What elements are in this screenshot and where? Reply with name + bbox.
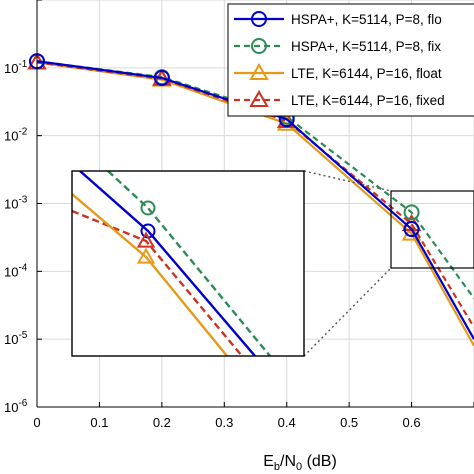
- legend-label: HSPA+, K=5114, P=8, flo: [291, 12, 442, 27]
- x-tick-label: 0.5: [340, 415, 358, 430]
- zoom-connector: [303, 267, 392, 357]
- inset-line: [79, 171, 256, 356]
- tick-labels: 0 0.1 0.2 0.3 0.4 0.5 0.6 10-1 10-2 10-3 10-4 10-5 1…: [4, 59, 421, 430]
- legend-label: LTE, K=6144, P=16, float: [291, 66, 442, 81]
- data-point-marker: [401, 223, 422, 241]
- x-tick-label: 0.4: [278, 415, 296, 430]
- x-tick-label: 0.1: [90, 415, 108, 430]
- zoom-indicator: [303, 170, 474, 357]
- data-point-marker: [403, 204, 420, 221]
- legend-box: [227, 3, 474, 117]
- data-point-marker: [153, 69, 170, 86]
- legend-label: HSPA+, K=5114, P=8, fix: [291, 39, 441, 54]
- y-tick-label: 10-4: [4, 262, 28, 279]
- data-point-marker: [140, 200, 156, 216]
- series-lines: [27, 52, 474, 347]
- plot-frame: [36, 0, 474, 408]
- inset-lines: [72, 171, 271, 356]
- legend: HSPA+, K=5114, P=8, flo HSPA+, K=5114, P=…: [227, 3, 474, 117]
- data-point-marker: [249, 62, 269, 81]
- data-point-marker: [136, 247, 156, 264]
- inset-line: [72, 193, 228, 356]
- y-tick-label: 10-2: [4, 127, 28, 144]
- x-tick-label: 0.2: [153, 415, 171, 430]
- y-tick-label: 10-5: [4, 330, 28, 347]
- x-tick-label: 0.6: [403, 415, 421, 430]
- data-point-marker: [136, 231, 156, 248]
- inset-plot: [71, 170, 305, 357]
- x-tick-label: 0: [33, 415, 40, 430]
- inset-line: [107, 171, 271, 356]
- y-tick-label: 10-6: [4, 398, 28, 415]
- inset-background: [72, 171, 304, 356]
- data-point-marker: [403, 221, 420, 238]
- inset-frame: [71, 170, 305, 357]
- inset-line: [72, 209, 243, 356]
- x-axis-label: Eb/N0 (dB): [263, 453, 337, 473]
- zoom-box: [390, 190, 474, 269]
- y-tick-label: 10-1: [4, 59, 28, 76]
- series-line: [36, 60, 474, 340]
- legend-label: LTE, K=6144, P=16, fixed: [291, 93, 445, 108]
- data-point-marker: [251, 11, 267, 27]
- data-point-marker: [251, 38, 267, 54]
- data-point-marker: [249, 89, 269, 108]
- y-tick-label: 10-3: [4, 195, 28, 212]
- x-tick-label: 0.3: [215, 415, 233, 430]
